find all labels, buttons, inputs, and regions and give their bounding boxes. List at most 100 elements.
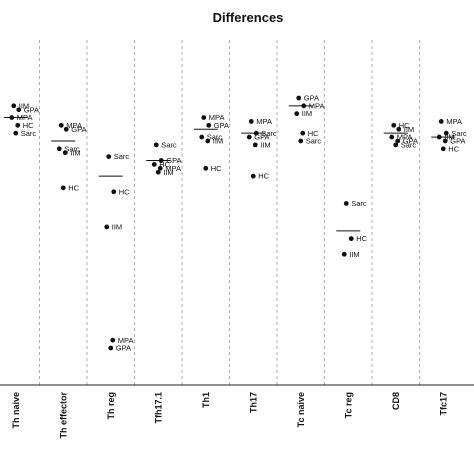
- point-th-reg-sarc: [106, 154, 112, 159]
- point-th-naive-iim: [11, 103, 17, 109]
- point-tfc17-iim: [436, 134, 442, 140]
- point-cd8-gpa: [395, 138, 401, 144]
- point-th-naive-hc: [15, 122, 21, 128]
- point-tc-naive-mpa: [301, 103, 307, 109]
- point-cd8-mpa: [389, 134, 395, 140]
- label-tc-naive-sarc: Sarc: [306, 137, 322, 146]
- label-th1-hc: HC: [211, 164, 222, 173]
- data-marks: IIMGPAMPAHCSarcMPAGPASarcIIMHCSarcHCIIMM…: [3, 94, 467, 353]
- point-tc-naive-hc: [300, 130, 306, 136]
- label-tfc17-hc: HC: [448, 144, 459, 153]
- point-cd8-hc: [391, 122, 397, 128]
- label-th1-mpa: MPA: [209, 113, 225, 122]
- label-cd8-iim: IIM: [404, 125, 414, 134]
- point-tfh17-1-gpa: [158, 158, 164, 163]
- point-th-reg-iim: [104, 224, 110, 230]
- label-th-naive-hc: HC: [23, 121, 34, 130]
- point-th-naive-mpa: [9, 115, 15, 120]
- label-th-naive-iim: IIM: [19, 101, 29, 110]
- label-th17-iim: IIM: [260, 140, 270, 149]
- label-th-reg-hc: HC: [119, 187, 130, 196]
- point-th-effector-gpa: [63, 126, 69, 132]
- point-th-reg-mpa: [110, 337, 116, 343]
- chart-title: Differences: [213, 10, 284, 25]
- label-tfh17-1-hc: HC: [159, 160, 170, 169]
- point-tfc17-hc: [440, 146, 446, 152]
- x-tick-th-naive: Th naive: [11, 392, 21, 429]
- label-th-effector-hc: HC: [68, 183, 79, 192]
- label-cd8-sarc: Sarc: [401, 140, 417, 149]
- label-th-reg-iim: IIM: [112, 223, 122, 232]
- point-cd8-iim: [396, 126, 402, 132]
- label-tc-reg-sarc: Sarc: [351, 199, 367, 208]
- point-th1-hc: [203, 165, 209, 171]
- point-th-effector-sarc: [56, 146, 62, 152]
- point-th1-mpa: [201, 115, 207, 120]
- point-tc-reg-sarc: [343, 201, 349, 206]
- x-tick-th-reg: Th reg: [106, 392, 116, 420]
- x-tick-tfc17: Tfc17: [438, 392, 448, 416]
- x-tick-th1: Th1: [201, 392, 211, 408]
- label-tfh17-1-iim: IIM: [163, 168, 173, 177]
- label-tc-naive-mpa: MPA: [309, 101, 325, 110]
- label-th-reg-mpa: MPA: [118, 336, 134, 345]
- point-tfc17-sarc: [443, 130, 449, 136]
- label-th1-sarc: Sarc: [207, 133, 223, 142]
- point-th17-sarc: [253, 130, 259, 136]
- point-th17-mpa: [248, 119, 254, 124]
- label-th1-iim: IIM: [213, 137, 223, 146]
- label-th-naive-mpa: MPA: [17, 113, 33, 122]
- label-th17-gpa: GPA: [254, 133, 269, 142]
- point-tfh17-1-sarc: [153, 142, 159, 148]
- point-tfc17-gpa: [442, 138, 448, 144]
- point-tfh17-1-hc: [151, 162, 157, 167]
- label-cd8-mpa: MPA: [397, 133, 413, 142]
- label-tc-naive-gpa: GPA: [304, 94, 319, 103]
- label-th17-hc: HC: [258, 172, 269, 181]
- point-tc-naive-gpa: [296, 95, 302, 101]
- label-th17-mpa: MPA: [256, 117, 272, 126]
- label-th-reg-gpa: GPA: [116, 344, 131, 353]
- label-tc-naive-iim: IIM: [302, 109, 312, 118]
- label-th-effector-sarc: Sarc: [64, 144, 80, 153]
- point-th1-gpa: [206, 122, 212, 128]
- label-tfh17-1-gpa: GPA: [166, 156, 181, 165]
- point-th-naive-sarc: [13, 130, 19, 136]
- point-th-effector-hc: [60, 185, 66, 191]
- point-tc-naive-iim: [294, 111, 300, 117]
- label-cd8-gpa: GPA: [403, 137, 418, 146]
- x-tick-th17: Th17: [248, 392, 258, 413]
- label-th-effector-gpa: GPA: [71, 125, 86, 134]
- point-tc-reg-iim: [341, 251, 347, 257]
- label-tc-naive-hc: HC: [308, 129, 319, 138]
- x-tick-tc-reg: Tc reg: [343, 392, 353, 418]
- label-th-effector-mpa: MPA: [66, 121, 82, 130]
- point-th-effector-mpa: [58, 122, 64, 128]
- x-tick-tc-naive: Tc naive: [296, 392, 306, 427]
- point-th1-sarc: [199, 134, 205, 140]
- x-tick-labels: Th naive Th effector Th reg Tfh17.1 Th1 Th17 T…: [11, 392, 449, 439]
- point-tfh17-1-mpa: [157, 165, 163, 171]
- label-cd8-hc: HC: [399, 121, 410, 130]
- label-tc-reg-hc: HC: [356, 234, 367, 243]
- label-tfc17-sarc: Sarc: [451, 129, 467, 138]
- point-cd8-sarc: [393, 142, 399, 148]
- point-th17-hc: [250, 173, 256, 179]
- label-tfc17-mpa: MPA: [446, 117, 462, 126]
- label-th-naive-sarc: Sarc: [21, 129, 37, 138]
- point-tfc17-mpa: [438, 119, 444, 124]
- label-th-effector-iim: IIM: [70, 148, 80, 157]
- label-tfc17-gpa: GPA: [450, 137, 465, 146]
- x-tick-cd8: CD8: [391, 392, 401, 410]
- label-tfh17-1-sarc: Sarc: [161, 140, 177, 149]
- label-th-reg-sarc: Sarc: [114, 152, 130, 161]
- point-tfh17-1-iim: [155, 169, 161, 175]
- point-th1-iim: [205, 138, 211, 144]
- x-tick-tfh17-1: Tfh17.1: [153, 392, 163, 424]
- point-tc-reg-hc: [348, 236, 354, 242]
- label-th-naive-gpa: GPA: [24, 105, 39, 114]
- label-th1-gpa: GPA: [214, 121, 229, 130]
- label-tfc17-iim: IIM: [444, 133, 454, 142]
